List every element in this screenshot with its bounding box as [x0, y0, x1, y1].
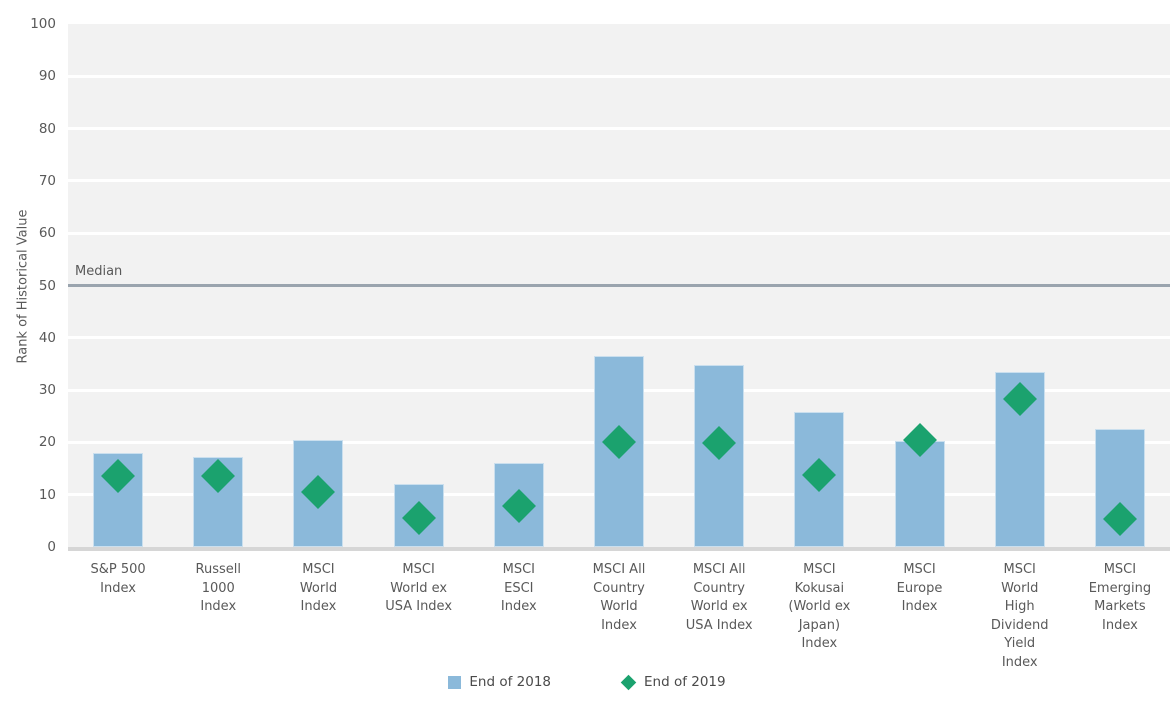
x-category-label-line: Japan)	[798, 617, 841, 633]
x-category-label: MSCI All Country World Index	[567, 561, 671, 635]
y-tick-label: 70	[38, 172, 56, 189]
x-category-label-line: MSCI	[1103, 562, 1137, 577]
x-category-label-line: MSCI	[803, 562, 836, 577]
x-category-label-line: MSCI	[903, 562, 936, 577]
gridline	[68, 127, 1170, 131]
diamond-icon	[620, 674, 637, 690]
x-category-label-line: USA Index	[385, 599, 453, 614]
legend-item-end-of-2018: End of 2018	[448, 674, 551, 690]
median-line	[68, 283, 1170, 287]
x-category-label-line: Index	[100, 580, 136, 596]
x-category-label-line: Index	[1102, 617, 1138, 633]
bar-end-of-2018	[894, 440, 945, 547]
x-category-label-line: 1000	[201, 580, 235, 596]
x-category-label-line: High	[1004, 599, 1035, 614]
legend: End of 2018 End of 2019	[0, 674, 1174, 690]
x-category-label-line: MSCI	[402, 562, 435, 577]
y-tick-label: 100	[30, 16, 56, 32]
median-line-label: Median	[75, 263, 123, 279]
x-category-label-line: Markets	[1094, 599, 1146, 614]
x-category-label-line: MSCI All	[592, 562, 646, 577]
x-category-label-line: Dividend	[990, 617, 1049, 633]
x-category-label-line: MSCI	[502, 562, 535, 577]
square-icon	[448, 675, 462, 689]
x-category-label-line: Emerging	[1088, 580, 1152, 596]
y-tick-label: 90	[38, 68, 56, 85]
x-category-label-line: Country	[593, 580, 645, 596]
x-category-label-line: Index	[300, 599, 337, 614]
x-category-label: MSCI All Country World ex USA Index	[667, 561, 771, 635]
legend-item-end-of-2019: End of 2019	[620, 674, 726, 690]
x-category-label: MSCI Emerging Markets Index	[1068, 561, 1172, 635]
y-tick-label: 80	[38, 120, 56, 137]
x-category-label: Russell 1000 Index	[166, 561, 270, 617]
x-category-label: MSCI World High Dividend Yield Index	[968, 561, 1072, 672]
x-category-label: MSCI World Index	[266, 561, 370, 617]
x-category-label-line: (World ex	[788, 599, 851, 614]
x-category-label-line: World ex	[390, 580, 448, 596]
x-category-label-line: Index	[801, 636, 838, 651]
x-category-label-line: Russell	[195, 562, 241, 577]
x-category-label-line: World ex	[690, 599, 748, 614]
x-axis-baseline	[68, 547, 1170, 551]
x-category-label-line: Index	[1001, 654, 1038, 670]
y-tick-label: 60	[38, 225, 56, 242]
x-category-label-line: Country	[693, 580, 745, 596]
x-category-label-line: Index	[601, 617, 637, 633]
x-category-label-line: MSCI	[1003, 562, 1036, 577]
legend-label: End of 2018	[469, 674, 551, 690]
x-category-label-line: World	[1001, 580, 1039, 596]
y-tick-label: 10	[38, 486, 56, 503]
y-tick-label: 0	[47, 539, 56, 555]
gridline	[68, 231, 1170, 235]
x-category-label: S&P 500 Index	[66, 561, 170, 598]
x-category-label-line: World	[600, 599, 638, 614]
x-category-label-line: USA Index	[685, 617, 753, 633]
gridline	[68, 336, 1170, 340]
x-category-label-line: MSCI	[302, 562, 335, 577]
y-tick-label: 30	[38, 382, 56, 399]
legend-label: End of 2019	[644, 674, 726, 690]
x-category-label-line: Kokusai	[794, 580, 845, 596]
x-category-label: MSCI ESCI Index	[467, 561, 571, 617]
gridline	[68, 74, 1170, 78]
x-category-label-line: MSCI All	[692, 562, 746, 577]
x-category-label: MSCI Europe Index	[868, 561, 972, 617]
x-category-label-line: Europe	[896, 580, 943, 596]
x-category-label-line: S&P 500	[90, 562, 146, 577]
x-category-label-line: Index	[500, 599, 537, 614]
x-category-label-line: Yield	[1004, 636, 1036, 651]
y-tick-label: 40	[38, 329, 56, 346]
y-tick-label: 50	[38, 277, 56, 294]
x-category-label-line: World	[299, 580, 338, 596]
x-category-label-line: Index	[901, 599, 938, 614]
x-category-label-line: Index	[200, 599, 237, 614]
y-tick-label: 20	[38, 434, 56, 451]
x-category-label: MSCI World ex USA Index	[367, 561, 471, 617]
x-category-label: MSCI Kokusai (World ex Japan) Index	[767, 561, 871, 654]
gridline	[68, 179, 1170, 183]
x-category-label-line: ESCI	[504, 580, 534, 596]
